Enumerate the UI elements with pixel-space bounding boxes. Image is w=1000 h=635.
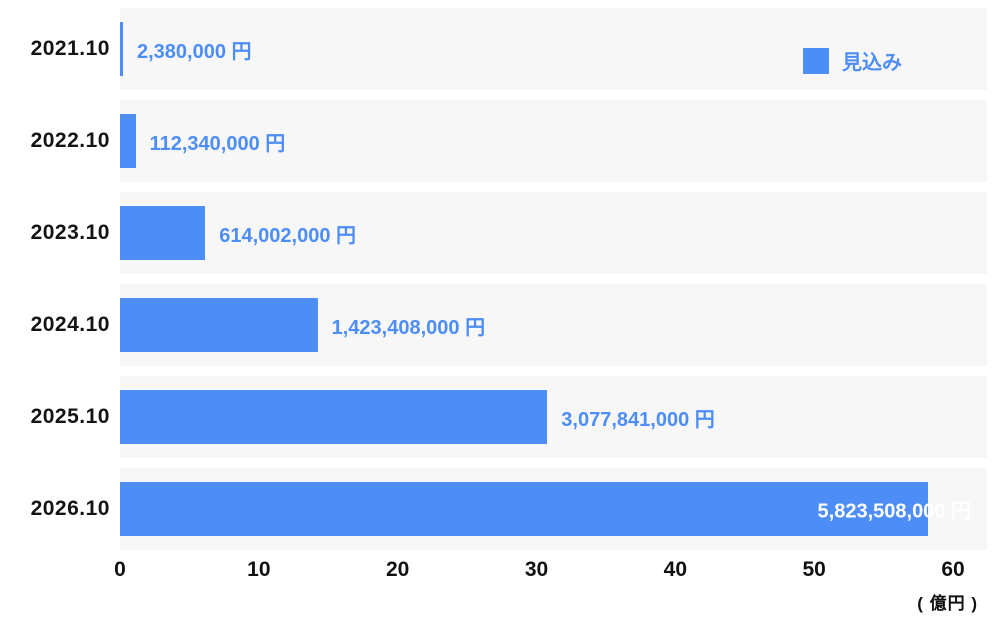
row-band: 2,380,000 円 [120, 8, 987, 90]
bar [120, 114, 136, 168]
value-label: 3,077,841,000 円 [561, 408, 715, 431]
row-band: 5,823,508,000 円 [120, 468, 987, 550]
x-tick: 0 [114, 558, 126, 581]
category-label: 2021.10 [30, 37, 110, 60]
axis-unit-label: ( 億円 ) [917, 594, 978, 613]
value-label: 112,340,000 円 [149, 132, 286, 155]
value-label: 5,823,508,000 円 [817, 500, 971, 523]
category-label: 2023.10 [30, 221, 110, 244]
x-tick: 60 [941, 558, 965, 581]
chart-row: 2021.10 2,380,000 円 [0, 8, 1000, 90]
x-tick: 20 [385, 558, 410, 581]
legend: 見込み [803, 46, 902, 75]
category-label: 2022.10 [30, 129, 110, 152]
bar [120, 390, 548, 444]
bar [120, 482, 929, 536]
row-band: 1,423,408,000 円 [120, 284, 987, 366]
row-band: 3,077,841,000 円 [120, 376, 987, 458]
chart-row: 2023.10 614,002,000 円 [0, 192, 1000, 274]
chart-rows: 2021.10 2,380,000 円 2022.10 112,340,000 … [0, 8, 1000, 560]
category-label: 2024.10 [30, 313, 110, 336]
x-tick: 50 [802, 558, 826, 581]
category-label: 2025.10 [30, 405, 110, 428]
chart-row: 2026.10 5,823,508,000 円 [0, 468, 1000, 550]
value-label: 614,002,000 円 [219, 224, 357, 247]
row-band: 112,340,000 円 [120, 100, 987, 182]
x-tick: 40 [663, 558, 688, 581]
bar [120, 298, 318, 352]
value-label: 1,423,408,000 円 [331, 316, 486, 339]
value-label: 2,380,000 円 [137, 40, 252, 63]
chart-row: 2024.10 1,423,408,000 円 [0, 284, 1000, 366]
bar [120, 206, 206, 260]
category-label: 2026.10 [30, 497, 110, 520]
legend-swatch-icon [803, 47, 829, 74]
row-band: 614,002,000 円 [120, 192, 987, 274]
chart-row: 2022.10 112,340,000 円 [0, 100, 1000, 182]
bar [120, 22, 123, 76]
chart-row: 2025.10 3,077,841,000 円 [0, 376, 1000, 458]
legend-label: 見込み [842, 52, 902, 74]
x-axis: 0 10 20 30 40 50 60 [0, 558, 1000, 588]
x-tick: 10 [247, 558, 271, 581]
x-tick: 30 [524, 558, 549, 581]
